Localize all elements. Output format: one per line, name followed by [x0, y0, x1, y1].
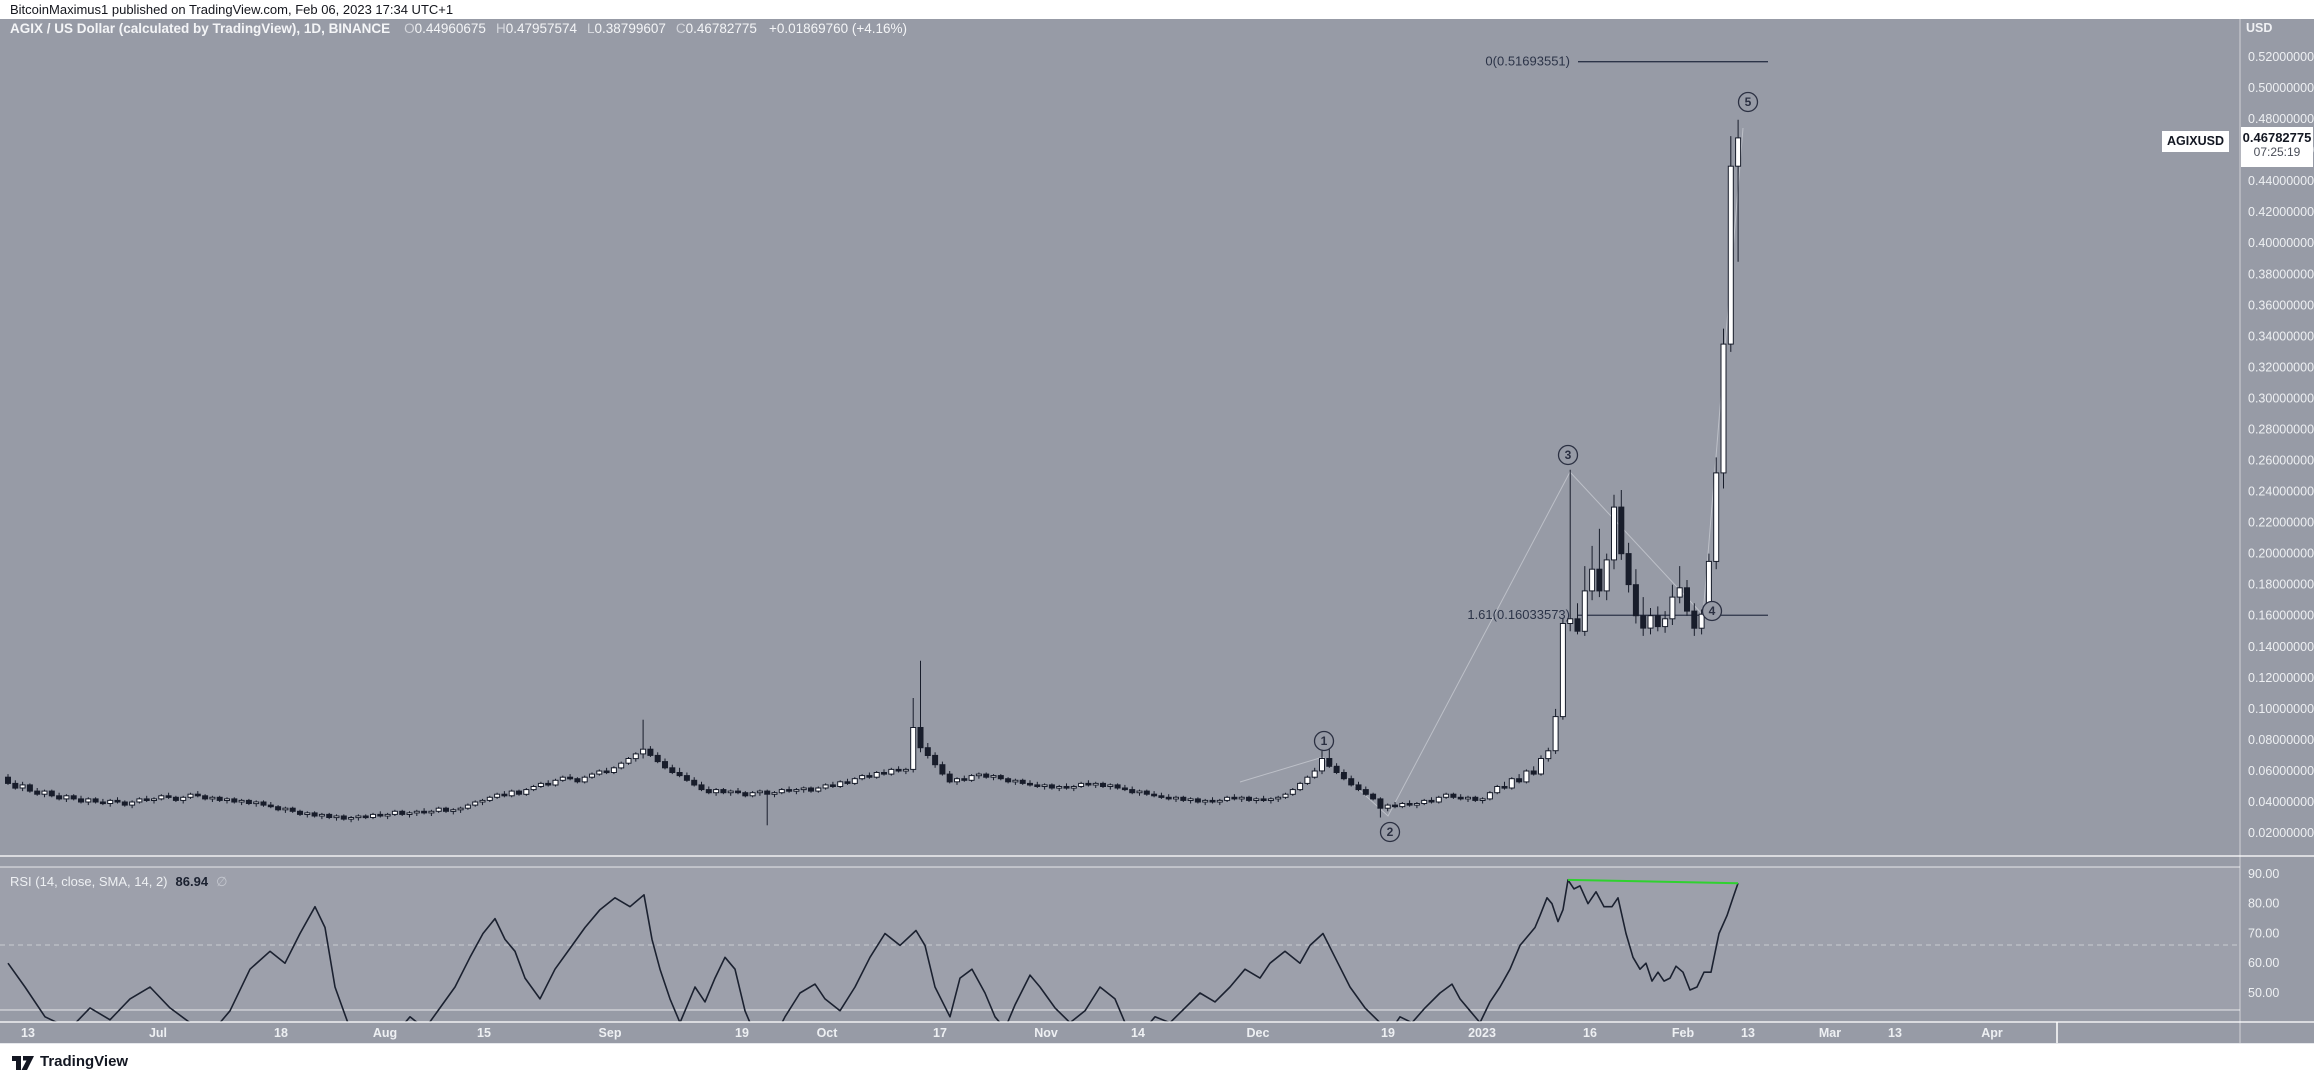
ohlc-high: H0.47957574	[495, 21, 578, 36]
time-tick-label: 14	[1131, 1026, 1145, 1040]
rsi-header: RSI (14, close, SMA, 14, 2) 86.94 ∅	[10, 874, 227, 890]
time-tick-label: 13	[21, 1026, 35, 1040]
price-tick-label: 0.08000000	[2248, 733, 2314, 747]
elliott-wave-line[interactable]	[1239, 127, 1744, 817]
axis-currency-label: USD	[2246, 21, 2273, 35]
price-tick-label: 0.20000000	[2248, 547, 2314, 561]
publish-info-text: BitcoinMaximus1 published on TradingView…	[10, 2, 454, 17]
tradingview-brand[interactable]: TradingView	[40, 1053, 129, 1070]
price-change: +0.01869760 (+4.16%)	[768, 21, 908, 36]
current-price-box: 0.46782775 07:25:19	[2241, 127, 2313, 167]
wave-number: 3	[1565, 448, 1572, 462]
wave-markers: 1 2 3 4 5	[1313, 91, 1759, 843]
price-tick-label: 0.12000000	[2248, 671, 2314, 685]
time-tick-label: Feb	[1672, 1026, 1695, 1040]
time-tick-label: 16	[1583, 1026, 1597, 1040]
rsi-tick-label: 80.00	[2248, 897, 2279, 911]
price-tick-label: 0.34000000	[2248, 329, 2314, 343]
price-tick-label: 0.06000000	[2248, 764, 2314, 778]
candlestick-series	[5, 119, 1742, 826]
time-tick-label: Apr	[1981, 1026, 2003, 1040]
price-tick-label: 0.28000000	[2248, 423, 2314, 437]
price-tick-label: 0.44000000	[2248, 174, 2314, 188]
wave-circle[interactable]	[1313, 730, 1335, 752]
rsi-tick-label: 60.00	[2248, 956, 2279, 970]
ohlc-low: L0.38799607	[587, 21, 666, 36]
publish-info-bar: BitcoinMaximus1 published on TradingView…	[0, 0, 2314, 19]
ohlc-open: O0.44960675	[404, 21, 486, 36]
time-tick-label: 15	[477, 1026, 491, 1040]
price-tick-label: 0.10000000	[2248, 702, 2314, 716]
wave-number: 2	[1387, 825, 1394, 839]
rsi-empty-value: ∅	[216, 874, 228, 889]
rsi-title: RSI (14, close, SMA, 14, 2)	[10, 874, 168, 889]
footer: TradingView	[0, 1043, 2314, 1079]
rsi-tick-label: 50.00	[2248, 986, 2279, 1000]
price-tick-label: 0.30000000	[2248, 391, 2314, 405]
ohlc-close: C0.46782775	[675, 21, 757, 36]
price-tick-label: 0.32000000	[2248, 360, 2314, 374]
time-tick-label: Jul	[149, 1026, 167, 1040]
time-tick-label: 18	[274, 1026, 288, 1040]
tradingview-logo-icon[interactable]	[10, 1051, 36, 1075]
time-tick-label: 17	[933, 1026, 947, 1040]
price-tick-label: 0.26000000	[2248, 454, 2314, 468]
wave-circle[interactable]	[1379, 821, 1401, 843]
fib-level-label: 1.61(0.16033573)	[1467, 607, 1570, 622]
rsi-band-fill	[0, 867, 2240, 1010]
time-tick-label: 13	[1741, 1026, 1755, 1040]
time-tick-label: Sep	[599, 1026, 622, 1040]
price-tick-label: 0.52000000	[2248, 50, 2314, 64]
time-tick-label: Mar	[1819, 1026, 1841, 1040]
price-tick-label: 0.42000000	[2248, 205, 2314, 219]
wave-circle[interactable]	[1701, 600, 1723, 622]
rsi-tick-label: 70.00	[2248, 927, 2279, 941]
time-tick-label: Oct	[817, 1026, 839, 1040]
price-tick-label: 0.16000000	[2248, 609, 2314, 623]
wave-number: 1	[1321, 734, 1328, 748]
time-tick-label: 13	[1888, 1026, 1902, 1040]
symbol-price-flag: AGIXUSD	[2162, 131, 2229, 152]
bar-countdown: 07:25:19	[2253, 145, 2301, 159]
rsi-divergence-line[interactable]	[1567, 878, 1739, 885]
price-tick-label: 0.36000000	[2248, 298, 2314, 312]
rsi-line	[7, 879, 1739, 1022]
time-axis[interactable]: 13 Jul 18 Aug 15 Sep 19 Oct 17 Nov 14 Dec 19 2023 16 Fe…	[21, 1026, 2003, 1040]
price-tick-label: 0.50000000	[2248, 81, 2314, 95]
price-tick-label: 0.02000000	[2248, 826, 2314, 840]
price-tick-label: 0.14000000	[2248, 640, 2314, 654]
symbol-title: AGIX / US Dollar (calculated by TradingV…	[10, 21, 391, 36]
rsi-value: 86.94	[175, 874, 209, 889]
time-tick-label: Dec	[1247, 1026, 1270, 1040]
price-tick-label: 0.40000000	[2248, 236, 2314, 250]
price-tick-label: 0.48000000	[2248, 112, 2314, 126]
time-tick-label: Aug	[373, 1026, 397, 1040]
current-price: 0.46782775	[2242, 130, 2312, 145]
rsi-tick-label: 90.00	[2248, 867, 2279, 881]
wave-number: 5	[1745, 95, 1752, 109]
price-tick-label: 0.18000000	[2248, 578, 2314, 592]
time-tick-label: 2023	[1468, 1026, 1496, 1040]
time-tick-label: Nov	[1034, 1026, 1058, 1040]
price-tick-label: 0.38000000	[2248, 267, 2314, 281]
wave-circle[interactable]	[1737, 91, 1759, 113]
fib-level-label: 0(0.51693551)	[1485, 54, 1570, 69]
rsi-plot	[7, 878, 1739, 1022]
price-tick-label: 0.24000000	[2248, 485, 2314, 499]
price-axis[interactable]: 0.520000000.500000000.480000000.46000000…	[2248, 50, 2314, 1000]
price-tick-label: 0.22000000	[2248, 516, 2314, 530]
wave-circle[interactable]	[1557, 444, 1579, 466]
price-tick-label: 0.04000000	[2248, 795, 2314, 809]
time-tick-label: 19	[1381, 1026, 1395, 1040]
symbol-header: AGIX / US Dollar (calculated by TradingV…	[10, 21, 907, 36]
wave-number: 4	[1709, 604, 1716, 618]
time-tick-label: 19	[735, 1026, 749, 1040]
